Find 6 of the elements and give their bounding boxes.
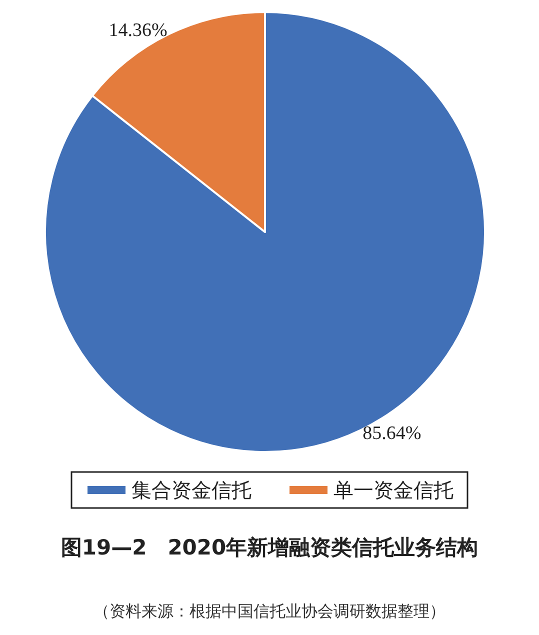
legend-label: 单一资金信托 bbox=[334, 478, 454, 502]
text: 图19—2 2020年新增融资类信托业务结构 bbox=[60, 536, 478, 560]
data-label: 85.64% bbox=[362, 423, 422, 444]
legend-label: 集合资金信托 bbox=[132, 478, 252, 502]
data-label: 14.36% bbox=[108, 20, 168, 41]
text: （资料来源：根据中国信托业协会调研数据整理） bbox=[94, 602, 446, 620]
